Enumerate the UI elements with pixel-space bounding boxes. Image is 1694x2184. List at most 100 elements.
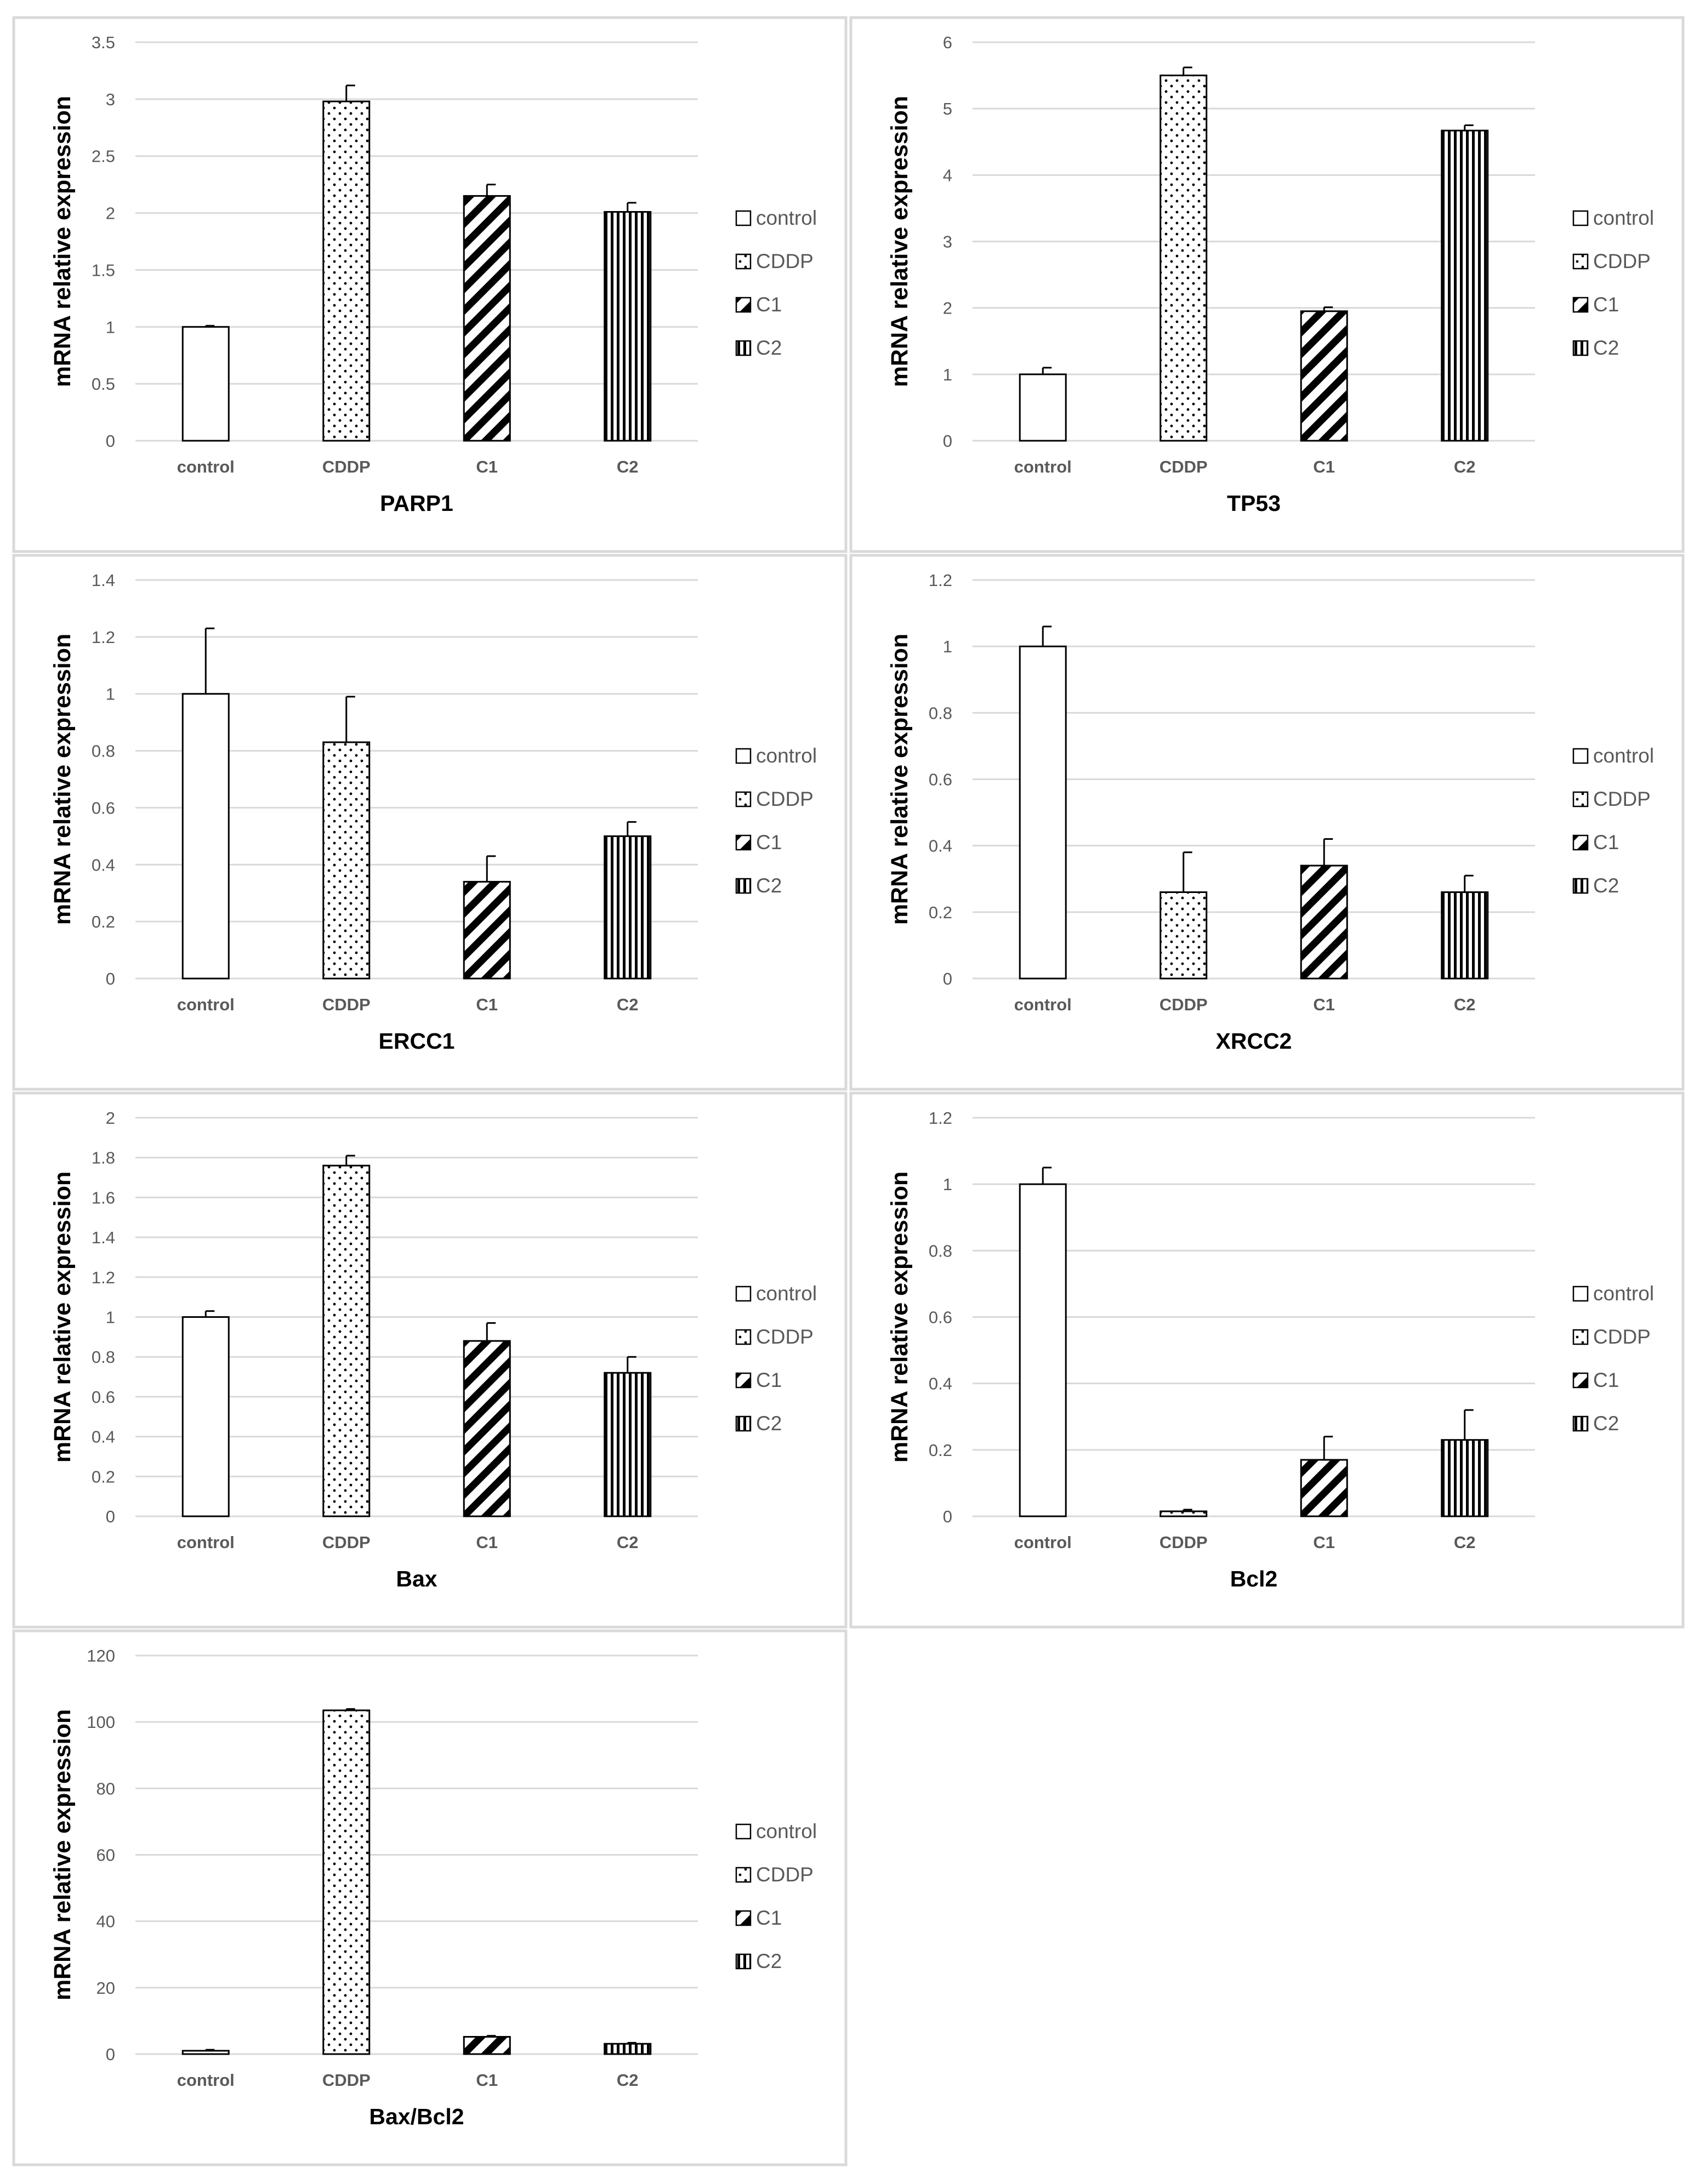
legend-swatch-cddp bbox=[1572, 1329, 1589, 1345]
legend-swatch-c1 bbox=[735, 1372, 752, 1389]
y-tick-label: 0 bbox=[106, 969, 115, 988]
legend: control CDDP C1 C2 bbox=[1572, 744, 1654, 897]
y-tick-label: 0.2 bbox=[929, 903, 952, 922]
bar-control bbox=[181, 2050, 230, 2055]
y-tick-label: 1.5 bbox=[92, 260, 115, 280]
panel-border bbox=[12, 1629, 848, 2166]
panel-border bbox=[849, 16, 1685, 553]
bar-c2 bbox=[604, 211, 652, 442]
legend-swatch-c1 bbox=[735, 1910, 752, 1926]
y-tick-label: 0.5 bbox=[92, 374, 115, 394]
x-tick-label: control bbox=[1014, 995, 1072, 1014]
bar-cddp bbox=[1159, 75, 1208, 442]
y-tick-label: 3 bbox=[106, 90, 115, 109]
bar-c1 bbox=[463, 195, 511, 442]
y-tick-label: 0.4 bbox=[929, 1374, 952, 1394]
bar-control bbox=[181, 1316, 230, 1517]
chart-title: ERCC1 bbox=[379, 1028, 455, 1054]
legend: control CDDP C1 C2 bbox=[735, 744, 817, 897]
y-tick-label: 0.6 bbox=[929, 770, 952, 789]
x-tick-label: C1 bbox=[476, 995, 498, 1014]
legend-label-cddp: CDDP bbox=[756, 250, 814, 272]
legend-swatch-control bbox=[735, 748, 752, 764]
bar-c2 bbox=[604, 835, 652, 980]
legend-label-cddp: CDDP bbox=[756, 788, 814, 810]
x-tick-label: control bbox=[177, 995, 235, 1014]
bar-cddp bbox=[1159, 1510, 1208, 1517]
legend-swatch-c2 bbox=[1572, 340, 1589, 356]
y-tick-label: 0 bbox=[106, 431, 115, 451]
legend-label-c1: C1 bbox=[1593, 831, 1619, 854]
x-tick-label: C2 bbox=[1454, 995, 1476, 1014]
y-tick-label: 40 bbox=[96, 1912, 115, 1931]
y-tick-label: 1 bbox=[943, 637, 952, 656]
chart-panel-ercc1: 0 0.2 0.4 0.6 0.8 1 1.2 1.4 control CDDP C1 C2 mRNA … bbox=[12, 554, 848, 1091]
legend-label-c1: C1 bbox=[756, 293, 782, 316]
x-tick-label: C1 bbox=[1313, 995, 1335, 1014]
y-tick-label: 0.8 bbox=[92, 742, 115, 761]
y-tick-label: 1.2 bbox=[929, 571, 952, 590]
legend-label-control: control bbox=[756, 1820, 817, 1842]
y-tick-label: 1 bbox=[106, 1308, 115, 1327]
x-tick-label: C1 bbox=[476, 457, 498, 476]
bar-c1 bbox=[1300, 1459, 1348, 1517]
bar-cddp bbox=[1159, 891, 1208, 980]
chart-title: PARP1 bbox=[380, 491, 453, 516]
legend: control CDDP C1 C2 bbox=[735, 1820, 817, 1972]
y-tick-label: 100 bbox=[87, 1713, 115, 1732]
x-tick-label: C1 bbox=[1313, 1533, 1335, 1552]
legend-label-c2: C2 bbox=[1593, 337, 1619, 359]
bar-control bbox=[181, 326, 230, 442]
panel-border bbox=[849, 554, 1685, 1091]
y-tick-label: 0.8 bbox=[929, 1241, 952, 1260]
y-tick-label: 6 bbox=[943, 33, 952, 52]
bar-c2 bbox=[1441, 129, 1489, 442]
y-tick-label: 0.6 bbox=[92, 798, 115, 817]
x-tick-label: CDDP bbox=[1159, 995, 1208, 1014]
legend-swatch-c2 bbox=[1572, 878, 1589, 894]
y-tick-label: 1 bbox=[106, 685, 115, 704]
y-axis-title: mRNA relative expression bbox=[886, 1171, 913, 1463]
bar-control bbox=[1019, 373, 1067, 442]
legend: control CDDP C1 C2 bbox=[735, 207, 817, 359]
bar-control bbox=[181, 693, 230, 980]
y-tick-label: 0.2 bbox=[92, 912, 115, 931]
y-tick-label: 0.4 bbox=[92, 1427, 115, 1447]
legend-label-cddp: CDDP bbox=[756, 1863, 814, 1886]
legend-swatch-control bbox=[1572, 1286, 1589, 1302]
bar-cddp bbox=[322, 100, 371, 442]
chart-panel-bax: 0 0.2 0.4 0.6 0.8 1 1.2 1.4 1.6 1.8 2 control CDDP C1… bbox=[12, 1091, 848, 1629]
chart-title: Bax/Bcl2 bbox=[369, 2104, 464, 2129]
bar-c1 bbox=[463, 1340, 511, 1517]
legend-swatch-c1 bbox=[735, 834, 752, 851]
legend-label-c2: C2 bbox=[1593, 874, 1619, 897]
legend-swatch-cddp bbox=[735, 1867, 752, 1883]
chart-title: Bcl2 bbox=[1230, 1566, 1278, 1591]
legend-swatch-control bbox=[735, 1823, 752, 1840]
y-tick-label: 0 bbox=[943, 969, 952, 988]
y-tick-label: 0.6 bbox=[929, 1308, 952, 1327]
legend-swatch-c2 bbox=[735, 878, 752, 894]
legend-swatch-cddp bbox=[1572, 253, 1589, 270]
y-tick-label: 1.2 bbox=[92, 1268, 115, 1287]
x-tick-label: control bbox=[177, 1533, 235, 1552]
bar-control bbox=[1019, 1183, 1067, 1517]
y-tick-label: 0 bbox=[106, 2045, 115, 2064]
y-tick-label: 1.2 bbox=[929, 1108, 952, 1128]
x-tick-label: C1 bbox=[476, 1533, 498, 1552]
x-tick-label: C1 bbox=[476, 2071, 498, 2090]
y-tick-label: 0 bbox=[943, 1507, 952, 1526]
y-tick-label: 2 bbox=[106, 1108, 115, 1128]
y-tick-label: 0 bbox=[943, 431, 952, 451]
x-tick-label: C2 bbox=[617, 995, 639, 1014]
panel-border bbox=[12, 554, 848, 1091]
legend-swatch-cddp bbox=[1572, 791, 1589, 807]
legend-label-cddp: CDDP bbox=[756, 1326, 814, 1348]
legend-swatch-cddp bbox=[735, 1329, 752, 1345]
chart-title: TP53 bbox=[1227, 491, 1281, 516]
legend-label-control: control bbox=[1593, 207, 1654, 229]
legend-swatch-c2 bbox=[735, 1415, 752, 1432]
bar-c2 bbox=[604, 2043, 652, 2055]
legend-swatch-cddp bbox=[735, 253, 752, 270]
